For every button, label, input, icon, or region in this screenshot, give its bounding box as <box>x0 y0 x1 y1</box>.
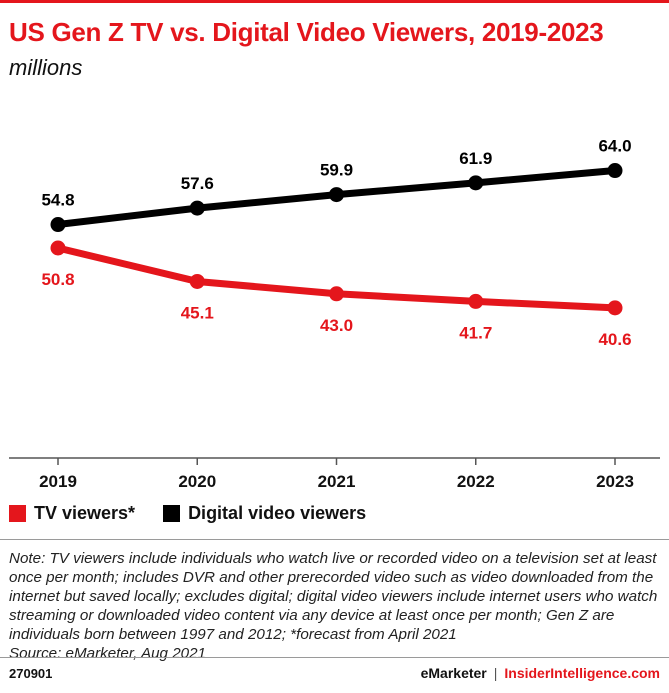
data-point-digital-video-viewers-2022 <box>468 175 484 191</box>
legend-item-digital-video-viewers: Digital video viewers <box>163 503 366 524</box>
data-label-tv-viewers-2019: 50.8 <box>41 270 74 289</box>
data-point-tv-viewers-2023 <box>607 300 623 316</box>
chart-id: 270901 <box>9 666 53 681</box>
data-point-tv-viewers-2019 <box>50 240 66 256</box>
chart-plot-area: 2019 2020 2021 2022 2023 50.8 45.1 43.0 41.7 40.6… <box>9 137 660 491</box>
data-label-digital-video-viewers-2022: 61.9 <box>459 149 492 168</box>
data-label-digital-video-viewers-2021: 59.9 <box>320 161 353 180</box>
data-label-tv-viewers-2022: 41.7 <box>459 323 492 342</box>
data-point-tv-viewers-2020 <box>189 273 205 289</box>
data-label-digital-video-viewers-2020: 57.6 <box>181 174 214 193</box>
x-tick-label-2022: 2022 <box>457 472 495 491</box>
data-label-digital-video-viewers-2023: 64.0 <box>598 137 631 156</box>
data-point-tv-viewers-2021 <box>329 286 344 302</box>
legend-swatch-digital-video-viewers <box>163 505 181 522</box>
data-label-tv-viewers-2021: 43.0 <box>320 316 353 335</box>
top-accent-rule <box>0 0 669 3</box>
data-point-digital-video-viewers-2020 <box>189 200 205 216</box>
data-label-tv-viewers-2020: 45.1 <box>181 303 214 322</box>
data-label-tv-viewers-2023: 40.6 <box>598 330 631 349</box>
footer-brand: eMarketer | InsiderIntelligence.com <box>421 665 660 681</box>
brand-name: eMarketer <box>420 665 487 681</box>
chart-note: Note: TV viewers include individuals who… <box>9 549 659 663</box>
footer-divider <box>0 657 669 658</box>
legend: TV viewers* Digital video viewers <box>9 503 394 524</box>
legend-swatch-tv-viewers <box>9 505 26 522</box>
brand-site: InsiderIntelligence.com <box>504 665 660 681</box>
source-text: Source: eMarketer, Aug 2021 <box>9 645 206 662</box>
brand-separator: | <box>493 665 498 681</box>
data-label-digital-video-viewers-2019: 54.8 <box>41 191 74 210</box>
chart-title: US Gen Z TV vs. Digital Video Viewers, 2… <box>9 17 604 47</box>
legend-label-digital-video-viewers: Digital video viewers <box>188 503 367 523</box>
x-tick-label-2021: 2021 <box>318 472 356 491</box>
data-point-digital-video-viewers-2019 <box>50 217 66 233</box>
note-divider <box>0 539 669 540</box>
legend-item-tv-viewers: TV viewers* <box>9 503 135 524</box>
note-text: Note: TV viewers include individuals who… <box>9 550 658 643</box>
data-point-tv-viewers-2022 <box>468 293 484 309</box>
x-tick-label-2019: 2019 <box>39 472 77 491</box>
data-point-digital-video-viewers-2021 <box>329 187 344 203</box>
data-point-digital-video-viewers-2023 <box>607 163 623 179</box>
chart-subtitle: millions <box>9 55 83 80</box>
x-tick-label-2023: 2023 <box>596 472 634 491</box>
x-tick-label-2020: 2020 <box>178 472 216 491</box>
legend-label-tv-viewers: TV viewers* <box>34 503 136 523</box>
